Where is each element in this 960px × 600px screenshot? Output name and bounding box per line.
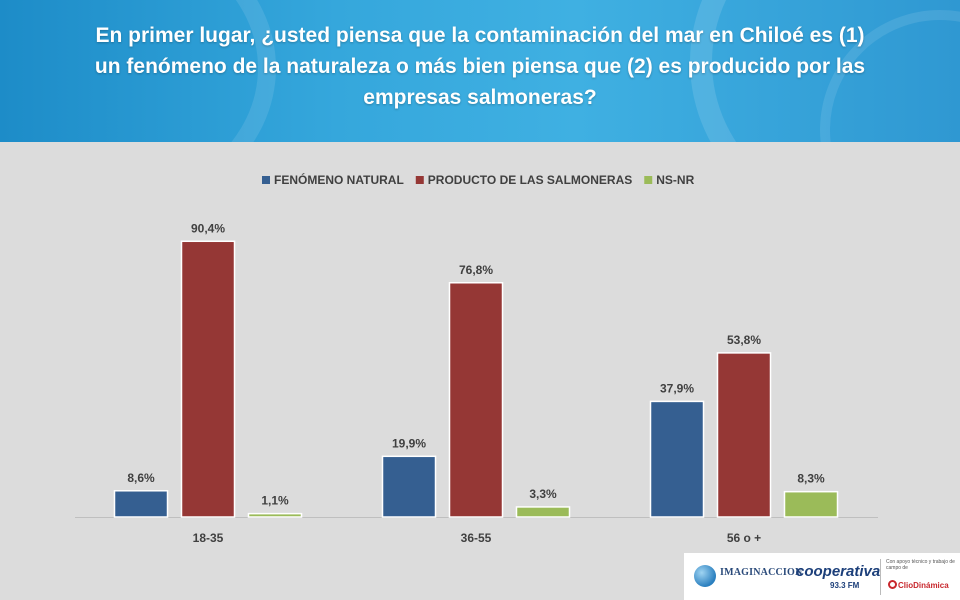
legend-swatch (262, 176, 270, 184)
page-title: En primer lugar, ¿usted piensa que la co… (94, 24, 866, 109)
bar (783, 490, 839, 518)
data-label: 8,6% (127, 471, 155, 485)
cliodinamica-mark-icon (888, 580, 897, 589)
imaginaccion-globe-icon (694, 565, 716, 587)
bar-chart: FENÓMENO NATURAL PRODUCTO DE LAS SALMONER… (75, 172, 878, 545)
data-label: 37,9% (660, 381, 694, 395)
cooperativa-logo: cooperativa (796, 563, 881, 580)
data-label: 19,9% (392, 436, 426, 450)
data-label: 53,8% (727, 333, 761, 347)
bar (113, 490, 169, 518)
x-tick-label: 36-55 (461, 531, 492, 545)
chart-area: FENÓMENO NATURAL PRODUCTO DE LAS SALMONER… (0, 142, 960, 552)
data-label: 1,1% (261, 494, 289, 508)
legend-label: FENÓMENO NATURAL (274, 172, 404, 187)
data-label: 76,8% (459, 263, 493, 277)
legend-label: PRODUCTO DE LAS SALMONERAS (428, 173, 632, 187)
footer-logos: IMAGINACCION cooperativa 93.3 FM Con apo… (684, 553, 960, 600)
footer-divider (880, 559, 881, 595)
bar (448, 282, 504, 518)
data-label: 8,3% (797, 472, 825, 486)
imaginaccion-logo: IMAGINACCION (720, 567, 803, 578)
header-banner: En primer lugar, ¿usted piensa que la co… (0, 0, 960, 142)
cliodinamica-logo: ClioDinámica (898, 581, 949, 590)
x-tick-label: 18-35 (193, 531, 224, 545)
bar (247, 512, 303, 518)
bar (649, 400, 705, 518)
data-label: 90,4% (191, 221, 225, 235)
bar (381, 455, 437, 518)
legend-swatch (644, 176, 653, 184)
bar (180, 240, 236, 518)
data-label: 3,3% (529, 487, 557, 501)
cooperativa-frequency: 93.3 FM (830, 581, 860, 590)
bar (515, 506, 571, 518)
bar (716, 352, 772, 518)
x-tick-label: 56 o + (727, 531, 761, 545)
legend-swatch (415, 176, 424, 184)
legend-label: NS-NR (656, 173, 694, 187)
support-text: Con apoyo técnico y trabajo de campo de (886, 559, 955, 571)
header-decoration (690, 0, 960, 142)
